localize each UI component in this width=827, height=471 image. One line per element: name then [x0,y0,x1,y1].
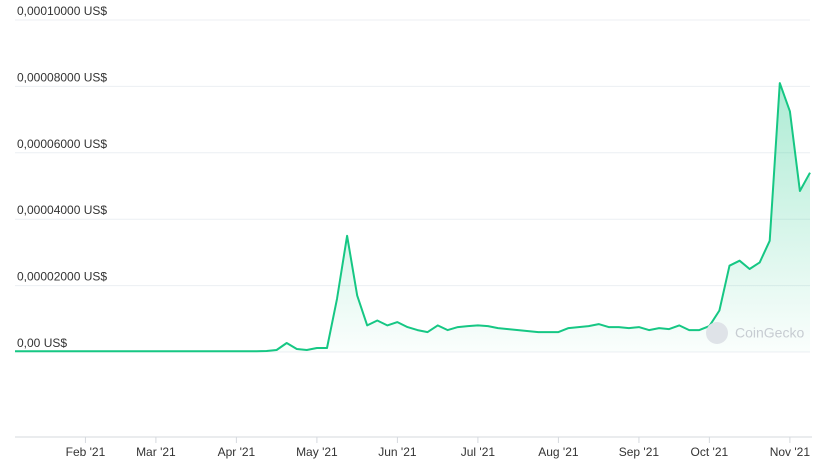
y-tick-label: 0,00008000 US$ [17,70,107,84]
x-tick-label: Feb '21 [66,445,106,459]
line [15,82,811,353]
x-tick-label: Sep '21 [619,445,660,459]
y-tick-label: 0,00006000 US$ [17,137,107,151]
x-tick-label: Oct '21 [691,445,729,459]
x-tick-label: Jun '21 [378,445,417,459]
x-tick-label: Mar '21 [136,445,176,459]
watermark: CoinGecko [706,322,804,344]
x-tick-label: Nov '21 [770,445,811,459]
x-tick-label: Apr '21 [218,445,256,459]
x-tick-label: Jul '21 [461,445,496,459]
y-tick-label: 0,00 US$ [17,336,67,350]
y-tick-label: 0,00004000 US$ [17,203,107,217]
watermark-text: CoinGecko [735,325,804,341]
x-tick-label: May '21 [296,445,338,459]
area [15,83,810,352]
y-tick-label: 0,00010000 US$ [17,4,107,18]
y-tick-label: 0,00002000 US$ [17,270,107,284]
x-tick-label: Aug '21 [538,445,579,459]
